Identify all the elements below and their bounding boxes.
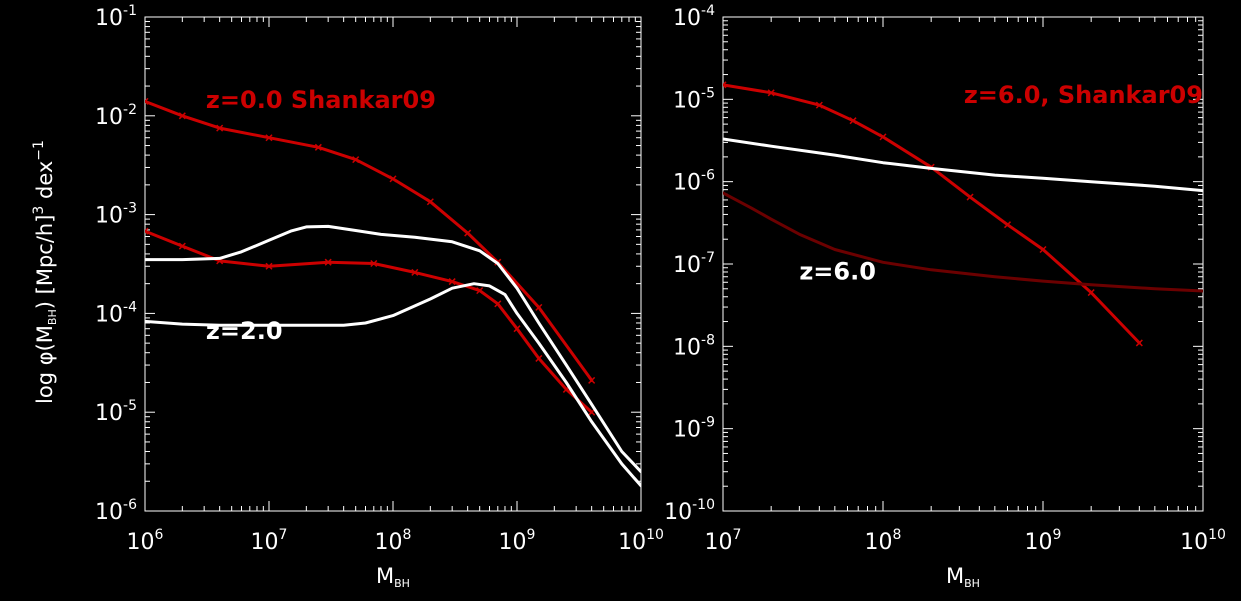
series-marker xyxy=(426,198,434,206)
y-tick-label: 10-5 xyxy=(95,398,137,426)
x-tick-label: 108 xyxy=(375,527,412,555)
series-group xyxy=(723,81,1203,347)
series-marker xyxy=(370,259,378,268)
annotation-label: z=6.0, Shankar09 xyxy=(964,81,1203,109)
y-axis-label-units: ) [Mpc/h] xyxy=(33,215,57,310)
series-marker xyxy=(411,268,419,276)
y-tick-label: 10-6 xyxy=(673,168,715,196)
y-tick-label: 10-9 xyxy=(673,415,715,443)
series-marker xyxy=(1039,245,1047,254)
series-marker xyxy=(1003,221,1012,229)
right-panel: 107 108 109 1010 10-10 10-9 10-8 10-7 10-6 10-5 10… xyxy=(664,3,1226,590)
annotation-label: z=0.0 Shankar09 xyxy=(206,86,436,114)
x-axis-label: MBH xyxy=(946,564,980,590)
y-tick-label: 10-3 xyxy=(95,201,137,229)
left-panel: 106 107 108 109 1010 10-6 10-5 10-4 10-3 10-2 10-1… xyxy=(95,3,664,590)
y-tick-label: 10-4 xyxy=(673,3,715,31)
annotation-label: z=2.0 xyxy=(206,317,283,345)
series-marker xyxy=(1135,339,1143,347)
series-marker xyxy=(535,354,543,362)
series-line xyxy=(145,99,594,382)
series-line xyxy=(145,229,594,414)
series-marker xyxy=(494,300,502,308)
series-marker xyxy=(265,262,273,270)
series-marker xyxy=(966,193,974,201)
series-marker xyxy=(448,278,456,286)
series-marker xyxy=(535,303,543,311)
y-tick-label: 10-10 xyxy=(664,497,715,525)
x-tick-label: 1010 xyxy=(1180,527,1226,555)
series-marker xyxy=(767,89,775,97)
series-marker xyxy=(588,376,596,384)
series-marker xyxy=(216,124,224,132)
series-marker xyxy=(265,134,273,142)
series-marker xyxy=(352,156,360,164)
y-tick-label: 10-8 xyxy=(673,332,715,360)
series-marker xyxy=(815,101,823,109)
series-line xyxy=(723,191,1203,293)
y-tick-label: 10-1 xyxy=(95,3,137,31)
series-marker xyxy=(389,175,397,183)
y-tick-label: 10-7 xyxy=(673,250,715,278)
x-tick-label: 107 xyxy=(251,527,288,555)
series-marker xyxy=(723,81,727,89)
y-axis-label: log φ(MBH) [Mpc/h]3 dex−1 xyxy=(31,140,59,404)
y-axis-label-exp-neg1: −1 xyxy=(31,140,47,161)
series-marker xyxy=(178,112,186,120)
series-line xyxy=(145,224,641,474)
series-marker xyxy=(476,287,484,295)
series-group xyxy=(145,97,641,488)
y-axis-label-exp3: 3 xyxy=(31,206,47,215)
y-axis-label-log: log xyxy=(33,365,57,404)
y-axis-label-dex: dex xyxy=(33,161,57,206)
series-marker xyxy=(464,229,472,237)
x-tick-label: 107 xyxy=(705,527,742,555)
series-marker xyxy=(324,258,332,266)
series-line xyxy=(145,282,641,488)
y-tick-label: 10-6 xyxy=(95,497,137,525)
y-tick-label: 10-2 xyxy=(95,102,137,130)
series-marker xyxy=(145,97,149,105)
x-tick-label: 109 xyxy=(499,527,536,555)
y-tick-label: 10-4 xyxy=(95,299,137,327)
y-axis-label-phi: φ(M xyxy=(33,325,57,365)
y-tick-label: 10-5 xyxy=(673,85,715,113)
x-tick-label: 1010 xyxy=(618,527,664,555)
series-marker xyxy=(879,133,887,141)
x-tick-label: 106 xyxy=(127,527,164,555)
series-marker xyxy=(1087,289,1095,297)
series-line xyxy=(723,83,1141,345)
x-axis-label: MBH xyxy=(376,564,410,590)
series-marker xyxy=(145,227,149,235)
x-tick-label: 108 xyxy=(865,527,902,555)
x-tick-label: 109 xyxy=(1025,527,1062,555)
series-marker xyxy=(178,242,186,250)
series-marker xyxy=(849,117,857,125)
y-axis-label-sub: BH xyxy=(46,309,59,325)
series-marker xyxy=(314,143,322,151)
series-marker xyxy=(513,325,521,333)
annotation-label: z=6.0 xyxy=(799,257,876,285)
series-line xyxy=(723,137,1203,193)
